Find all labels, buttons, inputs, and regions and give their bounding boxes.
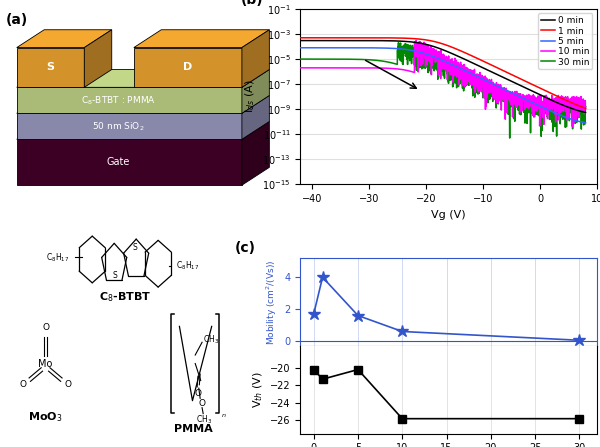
- 1 min: [428, 38, 435, 43]
- 1 min: [311, 35, 319, 41]
- Text: PMMA: PMMA: [175, 424, 213, 434]
- 30 min: [311, 56, 319, 62]
- 30 min: [574, 105, 581, 111]
- 5 min: [574, 118, 581, 124]
- 0 min: [311, 38, 319, 43]
- Polygon shape: [242, 122, 269, 185]
- Polygon shape: [84, 30, 112, 87]
- Line: 5 min: 5 min: [301, 48, 586, 123]
- Text: S: S: [133, 243, 138, 252]
- 30 min: [506, 135, 514, 141]
- X-axis label: Vg (V): Vg (V): [431, 210, 466, 219]
- 5 min: [297, 45, 304, 51]
- Text: Mo: Mo: [38, 358, 53, 368]
- Polygon shape: [17, 30, 112, 47]
- 30 min: [574, 110, 581, 116]
- 1 min: [436, 40, 443, 46]
- 0 min: [428, 43, 435, 49]
- Text: S: S: [47, 63, 55, 72]
- Y-axis label: Mobility (cm$^2$/(Vs)): Mobility (cm$^2$/(Vs)): [265, 259, 279, 345]
- Polygon shape: [17, 114, 242, 139]
- 10 min: [582, 106, 589, 111]
- Text: C$_8$-BTBT : PMMA: C$_8$-BTBT : PMMA: [80, 94, 155, 106]
- 30 min: [582, 104, 589, 109]
- 1 min: [582, 105, 589, 111]
- 30 min: [297, 56, 304, 62]
- 0 min: [574, 108, 581, 113]
- Text: O: O: [20, 380, 26, 389]
- Polygon shape: [242, 30, 269, 87]
- 10 min: [436, 51, 443, 56]
- Polygon shape: [17, 69, 269, 87]
- Text: (b): (b): [241, 0, 264, 7]
- Text: O: O: [42, 323, 49, 332]
- Text: Gate: Gate: [106, 157, 130, 167]
- Line: 10 min: 10 min: [301, 41, 586, 127]
- Polygon shape: [242, 69, 269, 114]
- Polygon shape: [17, 139, 242, 185]
- Polygon shape: [17, 87, 242, 114]
- 0 min: [521, 85, 529, 90]
- Polygon shape: [17, 47, 84, 87]
- 0 min: [574, 108, 581, 113]
- Polygon shape: [17, 122, 269, 139]
- 1 min: [297, 35, 304, 41]
- 5 min: [311, 45, 319, 51]
- 10 min: [428, 51, 435, 56]
- 0 min: [582, 110, 589, 115]
- Legend: 0 min, 1 min, 5 min, 10 min, 30 min: 0 min, 1 min, 5 min, 10 min, 30 min: [538, 13, 592, 69]
- 5 min: [521, 97, 529, 102]
- 10 min: [569, 124, 576, 129]
- 30 min: [521, 99, 529, 105]
- 30 min: [436, 57, 443, 63]
- Text: CH$_3$: CH$_3$: [196, 413, 212, 426]
- Text: (a): (a): [6, 13, 28, 27]
- Line: 1 min: 1 min: [301, 38, 586, 108]
- Line: 30 min: 30 min: [301, 43, 586, 138]
- 5 min: [428, 53, 435, 59]
- 0 min: [436, 46, 443, 51]
- Text: C$_8$H$_{17}$: C$_8$H$_{17}$: [46, 251, 70, 264]
- Text: $_n$: $_n$: [221, 411, 226, 420]
- Text: (c): (c): [235, 240, 256, 255]
- 0 min: [297, 38, 304, 43]
- 10 min: [574, 97, 581, 102]
- Text: C$_8$H$_{17}$: C$_8$H$_{17}$: [176, 260, 200, 272]
- Polygon shape: [134, 30, 269, 47]
- 5 min: [574, 118, 581, 124]
- 1 min: [574, 102, 581, 108]
- Text: D: D: [183, 63, 193, 72]
- Text: S: S: [113, 271, 118, 280]
- 1 min: [574, 102, 581, 108]
- 10 min: [311, 65, 319, 71]
- Text: 50 nm SiO$_2$: 50 nm SiO$_2$: [92, 120, 144, 133]
- Y-axis label: I$_{ds}$ (A): I$_{ds}$ (A): [243, 80, 257, 114]
- Y-axis label: V$_{th}$ (V): V$_{th}$ (V): [251, 371, 265, 408]
- Text: O: O: [199, 399, 206, 409]
- Polygon shape: [134, 47, 242, 87]
- Text: CH$_3$: CH$_3$: [203, 334, 220, 346]
- Text: C$_8$-BTBT: C$_8$-BTBT: [99, 290, 151, 304]
- 5 min: [436, 56, 443, 62]
- 30 min: [428, 59, 435, 65]
- 10 min: [413, 38, 420, 43]
- 10 min: [521, 101, 529, 106]
- 1 min: [521, 78, 529, 84]
- Polygon shape: [17, 96, 269, 114]
- Text: O: O: [65, 380, 71, 389]
- Text: O: O: [194, 389, 202, 398]
- 30 min: [395, 40, 402, 46]
- 10 min: [297, 65, 304, 71]
- Line: 0 min: 0 min: [301, 41, 586, 113]
- Polygon shape: [242, 96, 269, 139]
- 10 min: [574, 97, 581, 103]
- 5 min: [582, 120, 589, 126]
- Text: MoO$_3$: MoO$_3$: [28, 410, 63, 423]
